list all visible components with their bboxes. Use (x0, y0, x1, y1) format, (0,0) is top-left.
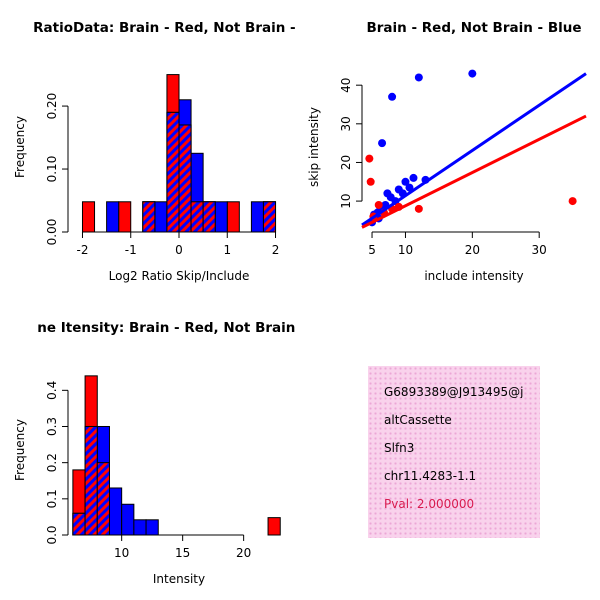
svg-text:skip intensity: skip intensity (307, 107, 321, 187)
svg-text:20: 20 (236, 546, 251, 560)
svg-text:ne Itensity: Brain - Red, Not: ne Itensity: Brain - Red, Not Brain - B (37, 320, 300, 336)
info-line-event-type: altCassette (384, 414, 452, 426)
svg-text:0.10: 0.10 (45, 156, 59, 183)
svg-text:0.1: 0.1 (45, 489, 59, 508)
gene-intensity-histogram-panel: 10 15 20 0.0 0.1 0.2 0.3 0.4 Intensity Frequency n… (0, 300, 321, 600)
svg-text:include intensity: include intensity (424, 269, 523, 283)
svg-text:20: 20 (465, 243, 480, 257)
info-line-gene: Slfn3 (384, 442, 415, 454)
svg-text:40: 40 (339, 78, 353, 93)
svg-text:Frequency: Frequency (13, 116, 27, 178)
svg-text:10: 10 (398, 243, 413, 257)
event-info-box: G6893389@J913495@j_ altCassette Slfn3 ch… (368, 366, 540, 538)
svg-text:Brain - Red, Not Brain - Blue: Brain - Red, Not Brain - Blue (366, 20, 581, 36)
info-line-event-id: G6893389@J913495@j_ (384, 386, 530, 398)
svg-text:1: 1 (223, 243, 231, 257)
svg-text:Frequency: Frequency (13, 419, 27, 481)
svg-text:-2: -2 (76, 243, 88, 257)
svg-text:30: 30 (339, 116, 353, 131)
svg-text:5: 5 (368, 243, 376, 257)
svg-text:0: 0 (175, 243, 183, 257)
svg-text:2: 2 (272, 243, 280, 257)
svg-text:RatioData: Brain - Red, Not Br: RatioData: Brain - Red, Not Brain - Blu (33, 20, 300, 36)
svg-text:Intensity: Intensity (153, 572, 205, 586)
svg-text:10: 10 (339, 193, 353, 208)
svg-text:0.20: 0.20 (45, 93, 59, 120)
svg-text:-1: -1 (125, 243, 137, 257)
svg-text:0.3: 0.3 (45, 417, 59, 436)
info-line-locus: chr11.4283-1.1 (384, 470, 477, 482)
svg-text:15: 15 (175, 546, 190, 560)
intensity-scatter-panel: 5 10 20 30 10 20 30 40 include intensity skip int… (300, 0, 600, 300)
svg-text:0.00: 0.00 (45, 219, 59, 246)
svg-text:10: 10 (114, 546, 129, 560)
svg-text:0.0: 0.0 (45, 525, 59, 544)
svg-text:Log2 Ratio Skip/Include: Log2 Ratio Skip/Include (109, 269, 250, 283)
info-line-pval: Pval: 2.000000 (384, 498, 475, 510)
svg-text:0.2: 0.2 (45, 453, 59, 472)
svg-text:0.4: 0.4 (45, 381, 59, 400)
ratio-histogram-panel: -2 -1 0 1 2 0.00 0.10 0.20 Log2 Ratio Skip/Inclu… (0, 0, 325, 300)
svg-text:20: 20 (339, 155, 353, 170)
svg-text:30: 30 (532, 243, 547, 257)
